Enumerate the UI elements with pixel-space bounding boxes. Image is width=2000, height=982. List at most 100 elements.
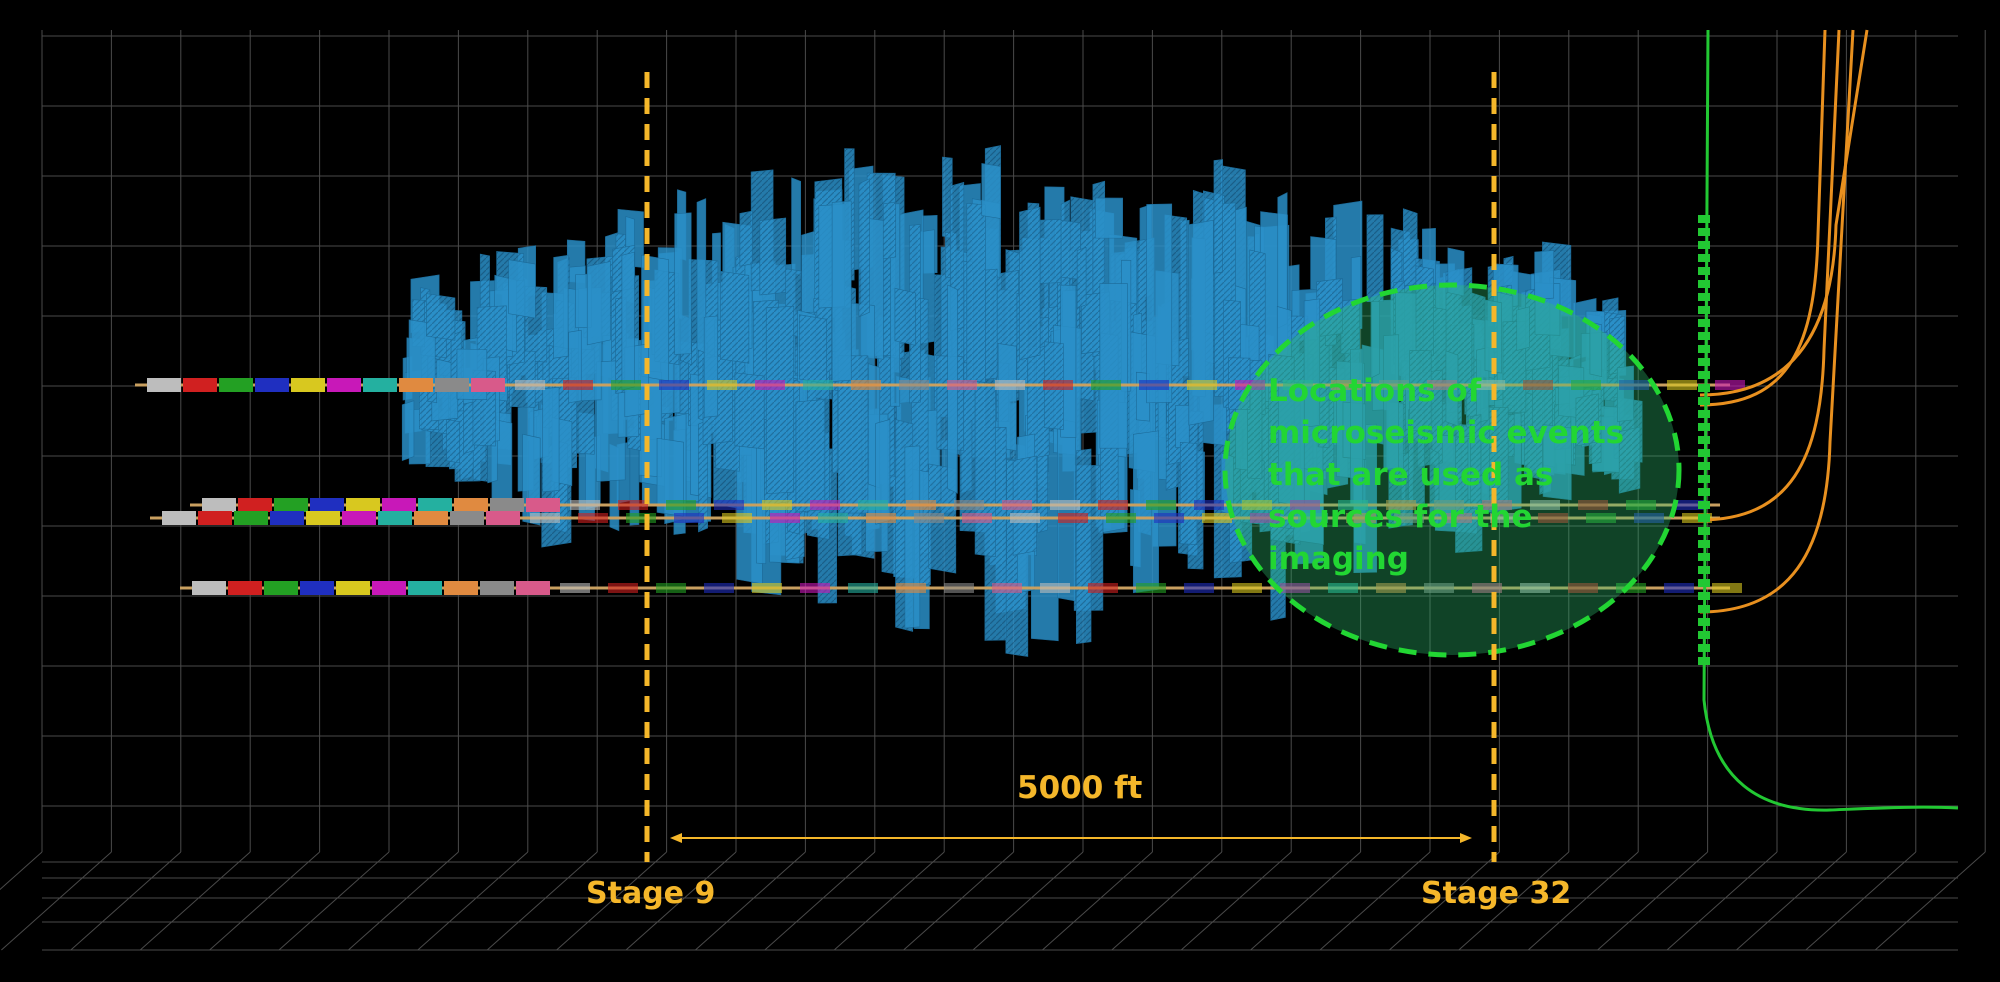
grid-line — [1, 851, 112, 951]
stage-segment — [995, 380, 1025, 390]
stage-segment — [1136, 583, 1166, 593]
grid-line — [764, 851, 876, 951]
stage-segment — [1520, 583, 1550, 593]
stage-segment — [414, 511, 448, 525]
stage-segment — [1250, 513, 1280, 523]
geophone — [1698, 501, 1710, 509]
stage-segment — [1376, 583, 1406, 593]
stage-segment — [327, 378, 361, 392]
stage-segment — [1578, 500, 1608, 510]
geophone — [1698, 449, 1710, 457]
floor-grid — [0, 851, 1986, 951]
stage-segment — [1682, 513, 1712, 523]
stage-segment — [1010, 513, 1040, 523]
fracture-plane — [831, 200, 852, 382]
grid-line — [1597, 851, 1708, 951]
stage-segment — [906, 500, 936, 510]
geophone — [1698, 384, 1710, 392]
stage-segment — [954, 500, 984, 510]
fracture-plane — [553, 254, 569, 359]
geophone — [1698, 267, 1710, 275]
stage-segment — [1442, 513, 1472, 523]
stage-segment — [1568, 583, 1598, 593]
stage-segment — [1290, 500, 1320, 510]
grid-line — [139, 851, 251, 951]
fracture-plane — [1213, 159, 1223, 274]
stage-segment — [851, 380, 881, 390]
geophone — [1698, 215, 1710, 223]
grid-line — [1180, 851, 1292, 951]
grid-line — [972, 851, 1084, 951]
geophone — [1698, 358, 1710, 366]
observation-well-path — [1702, 29, 1959, 812]
geophone — [1698, 293, 1710, 301]
fracture-plane — [1038, 218, 1062, 284]
stage-segment — [450, 511, 484, 525]
stage-segment — [1187, 380, 1217, 390]
grid-line — [1666, 851, 1778, 951]
stage-segment — [1098, 500, 1128, 510]
stage-segment — [755, 380, 785, 390]
grid-line — [0, 851, 43, 891]
stage-segment — [238, 498, 272, 512]
stage-segment — [1283, 380, 1313, 390]
stage-segment — [336, 581, 370, 595]
stage-segment — [234, 511, 268, 525]
stage-segment — [1280, 583, 1310, 593]
fracture-plane — [799, 314, 827, 385]
stage-segment — [1482, 500, 1512, 510]
stage-segment — [291, 378, 325, 392]
stage-segment — [626, 513, 656, 523]
stage-segment — [1523, 380, 1553, 390]
fracture-plane — [508, 259, 536, 319]
stage-segment — [896, 583, 926, 593]
geophone — [1698, 488, 1710, 496]
geophone — [1698, 319, 1710, 327]
stage-segment — [1091, 380, 1121, 390]
geophone — [1698, 592, 1710, 600]
fracture-plane — [1534, 250, 1555, 300]
stage-segment — [578, 513, 608, 523]
monitor-well-path — [1699, 29, 1841, 522]
fracture-plane — [1402, 208, 1418, 293]
fracture-plane — [997, 343, 1017, 452]
fracture-plane — [894, 287, 916, 346]
grid-line — [486, 851, 598, 951]
distance-arrow — [670, 833, 1472, 843]
stage-segment — [516, 581, 550, 595]
stage-segment — [800, 583, 830, 593]
stage-segment — [1139, 380, 1169, 390]
grid-line — [695, 851, 806, 951]
fracture-plane — [1589, 321, 1603, 378]
stage-32-label: Stage 32 — [1421, 876, 1572, 911]
stage-segment — [192, 581, 226, 595]
fracture-plane — [586, 261, 611, 346]
geophone — [1698, 475, 1710, 483]
fracture-plane — [1617, 365, 1634, 422]
geophone — [1698, 280, 1710, 288]
fracture-plane — [1179, 442, 1198, 546]
fracture-plane — [1383, 334, 1400, 470]
stage-segment — [722, 513, 752, 523]
stage-segment — [752, 583, 782, 593]
geophone — [1698, 514, 1710, 522]
stage-segment — [560, 583, 590, 593]
fracture-plane — [734, 372, 765, 450]
stage-segment — [399, 378, 433, 392]
geophone — [1698, 254, 1710, 262]
stage-segment — [1050, 500, 1080, 510]
fracture-plane — [509, 350, 536, 408]
stage-segment — [563, 380, 593, 390]
stage-segment — [408, 581, 442, 595]
fracture-plane — [974, 381, 996, 558]
geophone — [1698, 566, 1710, 574]
fracture-plane — [966, 202, 986, 383]
geophone — [1698, 241, 1710, 249]
geophone — [1698, 527, 1710, 535]
fracture-plane — [1095, 197, 1123, 239]
grid-line — [1458, 851, 1570, 951]
stage-segment — [300, 581, 334, 595]
fracture-plane — [1175, 404, 1190, 448]
stage-segment — [202, 498, 236, 512]
stage-segment — [674, 513, 704, 523]
